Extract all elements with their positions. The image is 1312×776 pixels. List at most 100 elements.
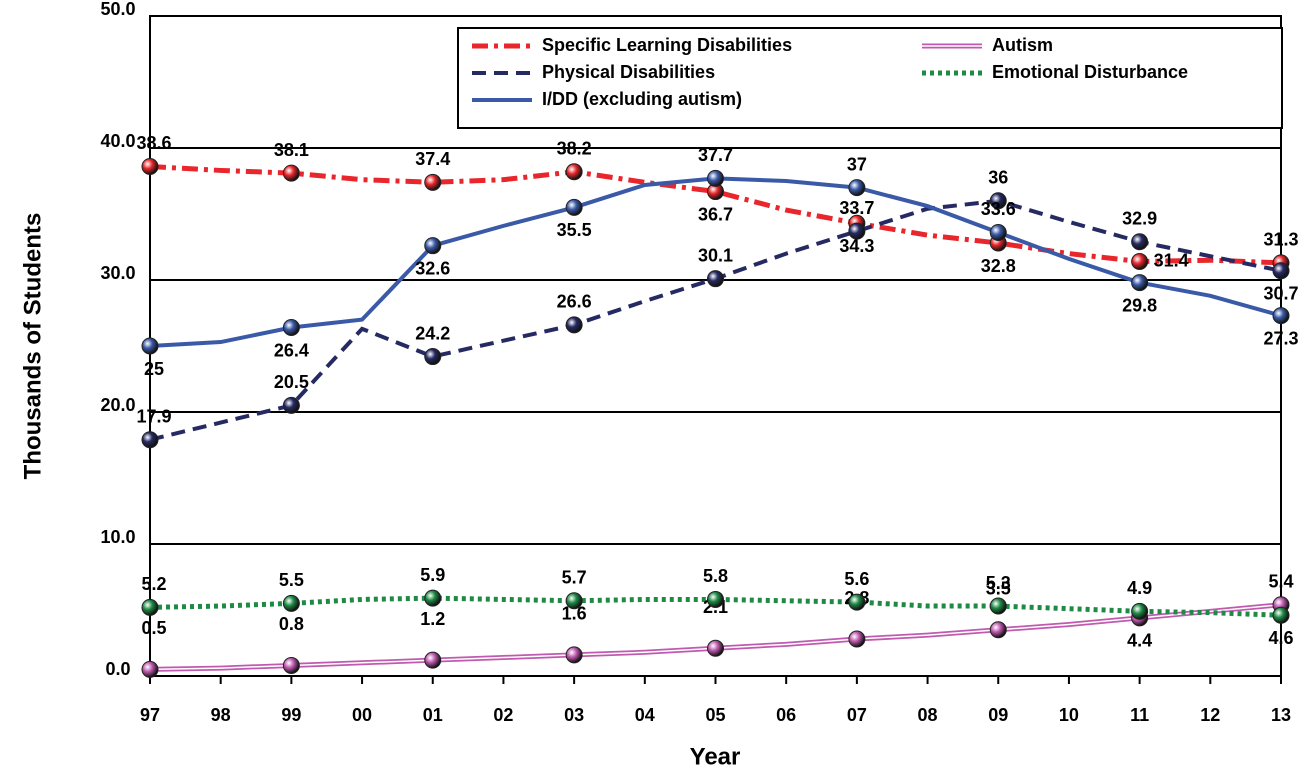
y-tick-label: 50.0	[100, 0, 135, 19]
data-label: 33.6	[981, 199, 1016, 219]
legend-label: Emotional Disturbance	[992, 62, 1188, 82]
data-label: 32.9	[1122, 208, 1157, 228]
x-tick-label: 00	[352, 705, 372, 725]
data-point	[282, 594, 300, 612]
data-label: 5.8	[703, 566, 728, 586]
y-tick-label: 20.0	[100, 395, 135, 415]
x-tick-label: 12	[1200, 705, 1220, 725]
series-line	[149, 198, 1282, 442]
data-label: 1.6	[562, 604, 587, 624]
data-label: 24.2	[415, 323, 450, 343]
data-point	[1272, 307, 1290, 325]
data-label: 30.1	[698, 245, 733, 265]
y-tick-label: 30.0	[100, 263, 135, 283]
x-tick-label: 03	[564, 705, 584, 725]
data-point	[282, 656, 300, 674]
data-label: 25	[144, 359, 164, 379]
data-point	[707, 270, 724, 288]
data-point	[989, 223, 1007, 241]
data-point	[1272, 606, 1290, 624]
data-point	[707, 590, 724, 608]
data-label: 27.3	[1263, 328, 1298, 348]
data-point	[141, 660, 159, 678]
data-label: 5.5	[279, 570, 304, 590]
data-label: 3.5	[986, 579, 1011, 599]
x-axis-title: Year	[690, 743, 741, 770]
data-label: 32.8	[981, 256, 1016, 276]
data-point	[1131, 602, 1149, 620]
data-label: 37	[847, 154, 867, 174]
legend-label: I/DD (excluding autism)	[542, 89, 742, 109]
data-label: 20.5	[274, 372, 309, 392]
y-tick-label: 10.0	[100, 527, 135, 547]
data-point	[424, 651, 442, 669]
x-tick-label: 04	[635, 705, 655, 725]
x-tick-label: 13	[1271, 705, 1291, 725]
data-label: 5.2	[141, 574, 166, 594]
legend-label: Autism	[992, 35, 1053, 55]
data-point	[424, 173, 442, 191]
data-label: 5.4	[1268, 571, 1293, 591]
data-label: 36.7	[698, 204, 733, 224]
data-point	[707, 639, 724, 657]
data-point	[989, 192, 1007, 210]
x-tick-label: 97	[140, 705, 160, 725]
data-label: 1.2	[420, 609, 445, 629]
data-label: 4.4	[1127, 631, 1152, 651]
data-label: 5.9	[420, 565, 445, 585]
x-tick-label: 06	[776, 705, 796, 725]
x-tick-label: 99	[281, 705, 301, 725]
data-point	[282, 396, 300, 414]
data-label: 31.4	[1154, 250, 1189, 270]
data-point	[565, 592, 583, 610]
x-tick-label: 10	[1059, 705, 1079, 725]
data-point	[565, 198, 583, 216]
data-point	[707, 169, 724, 187]
x-tick-label: 01	[423, 705, 443, 725]
data-point	[848, 630, 866, 648]
data-label: 5.3	[986, 573, 1011, 593]
data-point	[141, 431, 159, 449]
legend-label: Specific Learning Disabilities	[542, 35, 792, 55]
data-point	[1131, 253, 1149, 271]
x-tick-label: 08	[918, 705, 938, 725]
data-point	[565, 646, 583, 664]
data-point	[424, 589, 442, 607]
data-point	[424, 237, 442, 255]
data-point	[282, 319, 300, 337]
data-label: 17.9	[136, 406, 171, 426]
data-label: 38.1	[274, 140, 309, 160]
data-point	[1272, 262, 1290, 280]
data-point	[141, 598, 159, 616]
x-tick-label: 11	[1130, 705, 1149, 725]
data-label: 33.7	[839, 198, 874, 218]
data-point	[989, 597, 1007, 615]
data-point	[424, 348, 442, 366]
x-tick-label: 09	[988, 705, 1008, 725]
data-label: 34.3	[839, 236, 874, 256]
y-tick-label: 0.0	[105, 659, 130, 679]
data-label: 26.4	[274, 340, 309, 360]
data-label: 32.6	[415, 258, 450, 278]
data-point	[141, 337, 159, 355]
data-point	[848, 593, 866, 611]
legend-label: Physical Disabilities	[542, 62, 715, 82]
data-point	[1131, 233, 1149, 251]
data-label: 31.3	[1263, 230, 1298, 250]
x-tick-label: 05	[705, 705, 725, 725]
data-label: 4.6	[1268, 628, 1293, 648]
y-tick-label: 40.0	[100, 131, 135, 151]
data-label: 38.2	[557, 139, 592, 159]
x-tick-label: 98	[211, 705, 231, 725]
data-point	[141, 157, 159, 175]
legend-box	[457, 27, 1283, 129]
data-label: 5.7	[562, 568, 587, 588]
x-tick-label: 02	[493, 705, 513, 725]
data-label: 36	[988, 168, 1008, 188]
data-point	[282, 164, 300, 182]
data-label: 5.6	[844, 569, 869, 589]
data-point	[565, 316, 583, 334]
data-label: 0.5	[141, 618, 166, 638]
data-label: 35.5	[557, 220, 592, 240]
